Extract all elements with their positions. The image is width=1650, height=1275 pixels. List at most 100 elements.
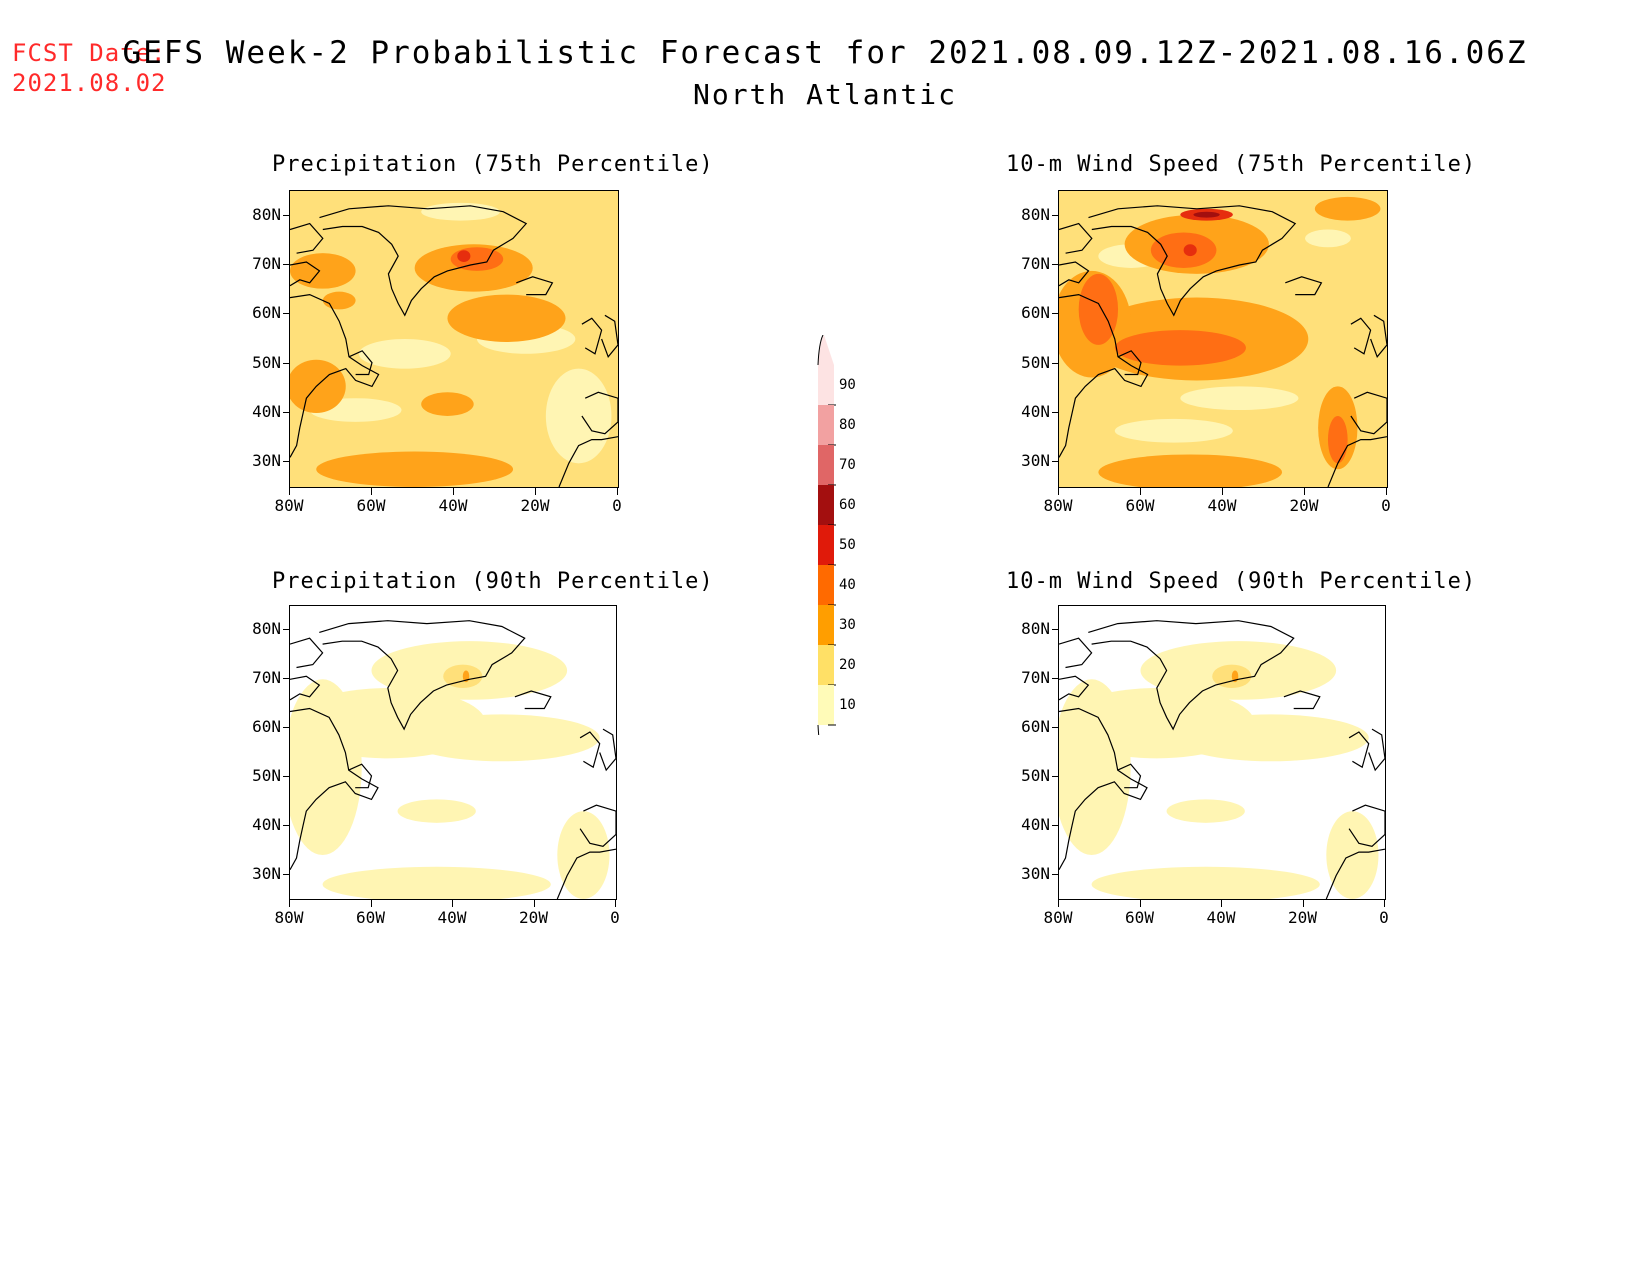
colorbar-label: 70 — [839, 457, 856, 473]
coastline — [348, 763, 373, 789]
probability-region — [1305, 229, 1351, 248]
coastline — [1327, 436, 1387, 487]
map-fill — [1059, 191, 1387, 487]
lon-tick-label: 0 — [612, 496, 622, 515]
lat-tick-label: 60N — [1021, 717, 1050, 737]
lat-tick-label: 40N — [252, 814, 281, 834]
lat-tick-label: 70N — [252, 668, 281, 688]
lat-tick-label: 80N — [252, 619, 281, 639]
lat-tick-label: 70N — [252, 254, 281, 273]
lat-tick — [1052, 873, 1059, 875]
coastline — [1059, 637, 1093, 669]
lon-tick — [1221, 900, 1222, 907]
lat-tick — [283, 678, 290, 680]
lat-tick-label: 80N — [252, 204, 281, 224]
lon-tick — [1384, 900, 1385, 907]
lon-tick-label: 0 — [610, 908, 620, 927]
lat-tick-label: 30N — [1021, 451, 1050, 471]
lat-tick — [1052, 412, 1059, 413]
lat-tick — [283, 824, 290, 826]
coastline — [1059, 707, 1148, 870]
probability-region — [457, 250, 471, 263]
lon-tick — [1058, 900, 1059, 907]
map-fill — [290, 191, 618, 487]
lon-tick-label: 80W — [1043, 908, 1073, 927]
probability-region — [1166, 799, 1245, 823]
coastline — [290, 675, 321, 701]
colorbar-label: 10 — [839, 697, 856, 713]
probability-region — [397, 799, 476, 823]
panel-title-wind-75: 10-m Wind Speed (75th Percentile) — [1006, 152, 1477, 177]
region-subtitle: North Atlantic — [692, 78, 957, 111]
colorbar-swatch — [818, 485, 834, 525]
probability-region — [1212, 664, 1252, 689]
coastline — [514, 690, 552, 710]
lon-tick-label: 80W — [274, 908, 304, 927]
colorbar-label: 40 — [839, 577, 856, 593]
colorbar-swatch — [818, 525, 834, 565]
lat-tick-label: 60N — [1021, 303, 1050, 323]
lat-tick — [1052, 824, 1059, 826]
page-title: GEFS Week-2 Probabilistic Forecast for 2… — [122, 35, 1528, 71]
lat-tick — [283, 775, 290, 777]
fcst-label: FCST Date: — [12, 39, 167, 67]
coastline — [290, 261, 321, 287]
lon-tick — [1139, 900, 1141, 907]
lon-tick-label: 20W — [520, 496, 550, 515]
lon-tick-label: 20W — [519, 908, 548, 927]
map-precip-90 — [289, 605, 617, 900]
lat-tick-label: 30N — [252, 863, 281, 883]
coastline — [1370, 314, 1387, 358]
lat-tick-label: 40N — [1021, 814, 1050, 834]
lat-tick — [283, 362, 290, 364]
colorbar-swatch — [818, 645, 834, 685]
coastline — [581, 317, 603, 355]
coastline — [1350, 391, 1387, 435]
lon-tick — [289, 488, 290, 495]
lon-tick — [1222, 488, 1223, 495]
probability-region — [1173, 714, 1369, 762]
lat-tick — [283, 629, 290, 631]
coastline — [290, 707, 379, 870]
probability-region — [421, 392, 474, 416]
lon-tick-label: 60W — [1125, 908, 1154, 927]
coastline — [1088, 620, 1295, 731]
coastline — [1117, 350, 1142, 376]
colorbar-swatch — [818, 405, 834, 445]
probability-region — [1098, 454, 1283, 487]
coastline — [1059, 675, 1090, 701]
coastline — [290, 222, 324, 254]
lon-tick-label: 20W — [1288, 908, 1317, 927]
coastline — [1283, 690, 1321, 710]
lon-tick-label: 0 — [1381, 496, 1391, 515]
lat-tick-label: 60N — [252, 717, 281, 737]
lon-tick-label: 40W — [1206, 908, 1236, 927]
lat-tick-label: 50N — [252, 352, 281, 372]
coastline — [319, 205, 528, 317]
lon-tick-label: 40W — [1207, 496, 1237, 515]
coastline — [516, 276, 554, 296]
coastline — [1059, 222, 1093, 254]
probability-region — [358, 339, 451, 369]
map-wind-90 — [1058, 605, 1386, 900]
lon-tick — [535, 488, 536, 495]
lat-tick — [1052, 214, 1059, 216]
lat-tick-label: 40N — [1021, 402, 1050, 421]
lon-tick — [615, 900, 616, 907]
coastline — [348, 350, 373, 376]
coastline — [581, 391, 618, 435]
lon-tick-label: 60W — [356, 908, 385, 927]
coastline — [601, 314, 618, 358]
lat-tick — [1052, 629, 1059, 631]
lat-tick — [283, 727, 290, 729]
coastline — [1117, 763, 1142, 789]
coastline — [1325, 848, 1385, 899]
probability-region — [322, 866, 551, 899]
coastline — [558, 436, 618, 487]
colorbar-cap-top — [818, 335, 834, 365]
lon-tick — [453, 488, 454, 495]
colorbar-label: 20 — [839, 657, 856, 673]
lon-tick — [289, 900, 290, 907]
colorbar-cap-bottom — [817, 724, 820, 735]
lat-tick — [1052, 775, 1059, 777]
